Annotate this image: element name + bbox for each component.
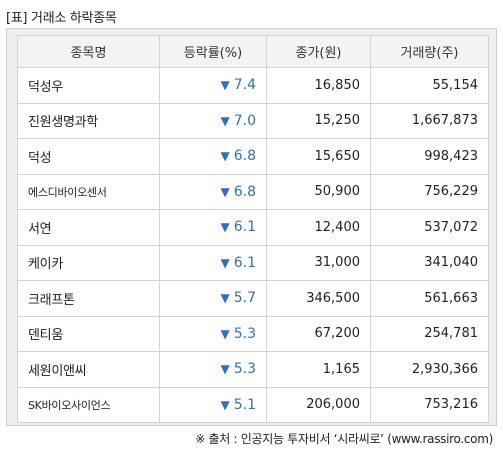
table-row: 크래프톤 ▼ 5.7 346,500 561,663 <box>17 280 489 317</box>
down-arrow-icon: ▼ <box>220 326 230 341</box>
closing-price: 15,250 <box>266 102 371 139</box>
change-rate: ▼ 6.8 <box>159 138 267 175</box>
stock-name: 세원이앤씨 <box>17 351 160 388</box>
trade-volume: 537,072 <box>370 209 489 246</box>
stock-name: 서연 <box>17 209 160 246</box>
stock-name: 덕성우 <box>17 67 160 104</box>
rate-value: 5.1 <box>233 396 256 413</box>
declining-stocks-table: 종목명 등락률(%) 종가(원) 거래량(주) 덕성우 ▼ 7.4 16,850 55,… <box>17 35 489 423</box>
rate-value: 6.8 <box>233 183 256 200</box>
rate-value: 7.0 <box>233 112 256 129</box>
table-row: 서연 ▼ 6.1 12,400 537,072 <box>17 209 489 246</box>
table-row: 에스디바이오센서 ▼ 6.8 50,900 756,229 <box>17 173 489 210</box>
table-row: 진원생명과학 ▼ 7.0 15,250 1,667,873 <box>17 102 489 139</box>
stock-name: 에스디바이오센서 <box>17 173 160 210</box>
stock-name: 크래프톤 <box>17 280 160 317</box>
closing-price: 16,850 <box>266 67 371 104</box>
stock-name: 진원생명과학 <box>17 102 160 139</box>
rate-value: 5.3 <box>233 361 256 378</box>
down-arrow-icon: ▼ <box>220 184 230 199</box>
rate-value: 6.1 <box>233 219 256 236</box>
trade-volume: 756,229 <box>370 173 489 210</box>
stock-name: SK바이오사이언스 <box>17 386 160 423</box>
table-row: SK바이오사이언스 ▼ 5.1 206,000 753,216 <box>17 386 489 423</box>
change-rate: ▼ 5.3 <box>159 351 267 388</box>
trade-volume: 753,216 <box>370 386 489 423</box>
trade-volume: 254,781 <box>370 315 489 352</box>
rate-value: 6.1 <box>233 254 256 271</box>
rate-value: 7.4 <box>233 77 256 94</box>
table-row: 덴티움 ▼ 5.3 67,200 254,781 <box>17 315 489 352</box>
header-volume: 거래량(주) <box>370 35 489 68</box>
down-arrow-icon: ▼ <box>220 291 230 306</box>
down-arrow-icon: ▼ <box>220 149 230 164</box>
table-row: 덕성우 ▼ 7.4 16,850 55,154 <box>17 67 489 104</box>
stock-name: 덕성 <box>17 138 160 175</box>
change-rate: ▼ 7.4 <box>159 67 267 104</box>
table-row: 세원이앤씨 ▼ 5.3 1,165 2,930,366 <box>17 351 489 388</box>
closing-price: 1,165 <box>266 351 371 388</box>
change-rate: ▼ 7.0 <box>159 102 267 139</box>
trade-volume: 341,040 <box>370 244 489 281</box>
change-rate: ▼ 6.1 <box>159 244 267 281</box>
header-rate: 등락률(%) <box>159 35 267 68</box>
trade-volume: 1,667,873 <box>370 102 489 139</box>
down-arrow-icon: ▼ <box>220 78 230 93</box>
table-row: 덕성 ▼ 6.8 15,650 998,423 <box>17 138 489 175</box>
rate-value: 6.8 <box>233 148 256 165</box>
stock-name: 케이카 <box>17 244 160 281</box>
source-note: ※ 출처 : 인공지능 투자비서 ‘시라씨로’ (www.rassiro.com… <box>195 432 493 446</box>
change-rate: ▼ 6.8 <box>159 173 267 210</box>
table-caption: [표] 거래소 하락종목 <box>6 11 117 26</box>
down-arrow-icon: ▼ <box>220 255 230 270</box>
closing-price: 206,000 <box>266 386 371 423</box>
closing-price: 346,500 <box>266 280 371 317</box>
table-frame: 종목명 등락률(%) 종가(원) 거래량(주) 덕성우 ▼ 7.4 16,850 55,… <box>6 28 497 426</box>
down-arrow-icon: ▼ <box>220 397 230 412</box>
closing-price: 50,900 <box>266 173 371 210</box>
closing-price: 15,650 <box>266 138 371 175</box>
trade-volume: 55,154 <box>370 67 489 104</box>
down-arrow-icon: ▼ <box>220 220 230 235</box>
change-rate: ▼ 5.1 <box>159 386 267 423</box>
change-rate: ▼ 5.7 <box>159 280 267 317</box>
trade-volume: 2,930,366 <box>370 351 489 388</box>
header-price: 종가(원) <box>266 35 371 68</box>
closing-price: 12,400 <box>266 209 371 246</box>
closing-price: 31,000 <box>266 244 371 281</box>
trade-volume: 998,423 <box>370 138 489 175</box>
down-arrow-icon: ▼ <box>220 113 230 128</box>
header-name: 종목명 <box>17 35 160 68</box>
table-row: 케이카 ▼ 6.1 31,000 341,040 <box>17 244 489 281</box>
closing-price: 67,200 <box>266 315 371 352</box>
change-rate: ▼ 6.1 <box>159 209 267 246</box>
rate-value: 5.7 <box>233 290 256 307</box>
trade-volume: 561,663 <box>370 280 489 317</box>
change-rate: ▼ 5.3 <box>159 315 267 352</box>
stock-name: 덴티움 <box>17 315 160 352</box>
rate-value: 5.3 <box>233 325 256 342</box>
down-arrow-icon: ▼ <box>220 362 230 377</box>
table-header-row: 종목명 등락률(%) 종가(원) 거래량(주) <box>17 35 489 68</box>
